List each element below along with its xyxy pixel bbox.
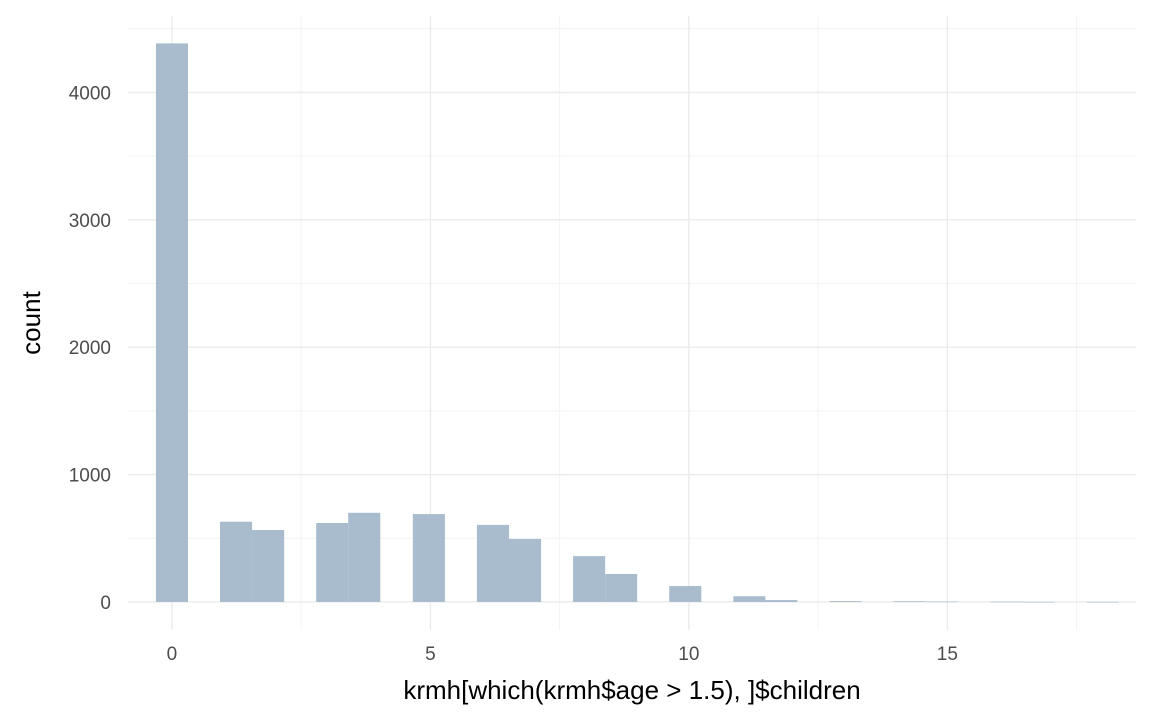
y-tick-label: 0 xyxy=(100,593,111,614)
histogram-bar xyxy=(829,601,862,602)
histogram-bar xyxy=(669,586,702,602)
x-tick-label: 10 xyxy=(678,644,699,665)
histogram-bar xyxy=(926,601,959,603)
histogram-bar xyxy=(990,601,1023,603)
y-tick-label: 4000 xyxy=(69,83,111,104)
x-tick-label: 5 xyxy=(425,644,436,665)
histogram-bar xyxy=(893,601,926,602)
histogram-bars xyxy=(155,43,1119,603)
x-tick-label: 15 xyxy=(937,644,958,665)
y-axis-ticks: 0 1000 2000 3000 4000 xyxy=(69,83,111,614)
histogram-bar xyxy=(316,522,349,602)
y-tick-label: 3000 xyxy=(69,211,111,232)
histogram-bar xyxy=(220,521,253,602)
histogram-bar xyxy=(252,530,285,602)
histogram-bar xyxy=(1022,601,1055,603)
histogram-bar xyxy=(348,512,381,602)
x-tick-label: 0 xyxy=(167,644,178,665)
histogram-bar xyxy=(412,514,445,602)
y-tick-label: 1000 xyxy=(69,466,111,487)
histogram-bar xyxy=(508,538,542,602)
histogram-bar xyxy=(573,556,606,602)
histogram-bar xyxy=(733,596,766,602)
y-axis-title: count xyxy=(16,290,46,354)
histogram-bar xyxy=(155,43,188,602)
histogram-bar xyxy=(605,573,638,602)
x-axis-ticks: 0 5 10 15 xyxy=(167,644,958,665)
histogram-bar xyxy=(1086,601,1119,603)
x-axis-title: krmh[which(krmh$age > 1.5), ]$children xyxy=(403,675,860,705)
histogram-bar xyxy=(765,600,798,602)
y-tick-label: 2000 xyxy=(69,338,111,359)
histogram-bar xyxy=(476,524,510,602)
